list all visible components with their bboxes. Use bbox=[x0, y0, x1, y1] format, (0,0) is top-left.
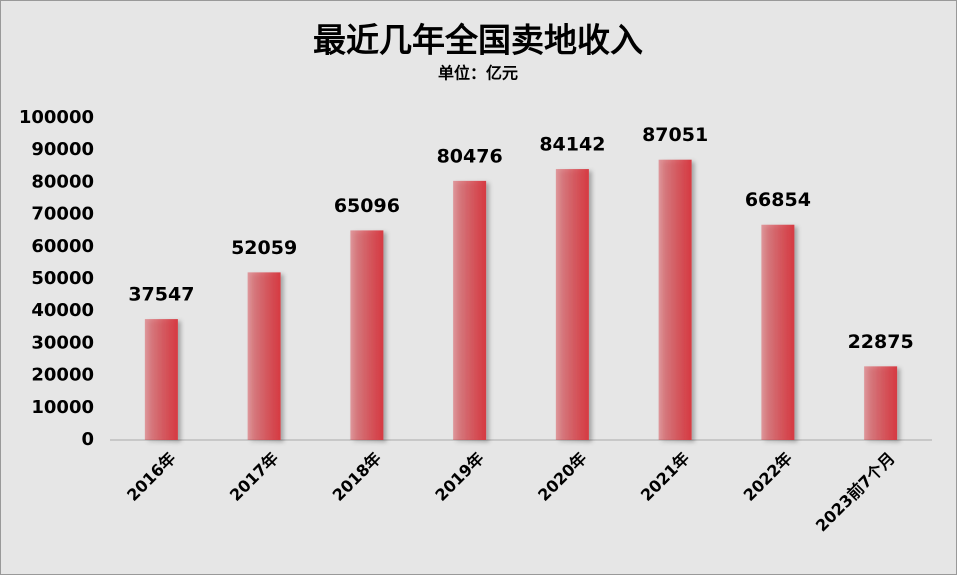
value-label: 84142 bbox=[539, 134, 605, 156]
y-tick-label: 0 bbox=[81, 429, 94, 450]
value-label: 87051 bbox=[642, 124, 708, 146]
y-tick-label: 20000 bbox=[31, 365, 94, 386]
y-tick-label: 30000 bbox=[31, 332, 94, 353]
bar bbox=[761, 224, 795, 440]
bar bbox=[453, 180, 487, 440]
y-tick-label: 90000 bbox=[31, 139, 94, 160]
value-label: 80476 bbox=[437, 145, 503, 167]
bar bbox=[555, 169, 589, 441]
bar bbox=[864, 366, 898, 440]
bar bbox=[247, 272, 281, 440]
y-tick-label: 70000 bbox=[31, 204, 94, 225]
bar bbox=[658, 159, 692, 440]
y-tick-label: 10000 bbox=[31, 397, 94, 418]
bar bbox=[144, 319, 178, 440]
value-label: 65096 bbox=[334, 195, 400, 217]
y-tick-label: 50000 bbox=[31, 268, 94, 289]
y-tick-label: 60000 bbox=[31, 236, 94, 257]
y-tick-label: 100000 bbox=[19, 107, 94, 128]
chart-title: 最近几年全国卖地收入 bbox=[313, 21, 643, 60]
bar bbox=[350, 230, 384, 440]
value-label: 37547 bbox=[128, 284, 194, 306]
chart-subtitle: 单位：亿元 bbox=[438, 64, 518, 83]
y-tick-label: 80000 bbox=[31, 171, 94, 192]
y-tick-label: 40000 bbox=[31, 300, 94, 321]
value-label: 52059 bbox=[231, 237, 297, 259]
value-label: 22875 bbox=[848, 331, 914, 353]
value-label: 66854 bbox=[745, 189, 811, 211]
